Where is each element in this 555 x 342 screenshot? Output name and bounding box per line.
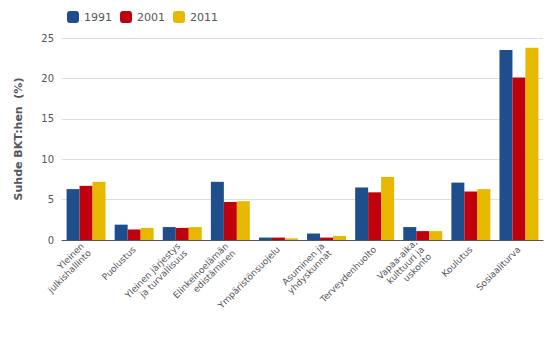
svg-text:2001: 2001 bbox=[137, 11, 165, 24]
svg-text:0: 0 bbox=[48, 235, 54, 246]
svg-text:20: 20 bbox=[41, 73, 54, 84]
svg-text:kulttuuri ja: kulttuuri ja bbox=[384, 244, 427, 286]
svg-text:1991: 1991 bbox=[84, 11, 112, 24]
svg-text:julkishallinto: julkishallinto bbox=[45, 248, 93, 296]
svg-text:Elinkeinoelämän: Elinkeinoelämän bbox=[171, 240, 231, 301]
svg-text:Asuminen ja: Asuminen ja bbox=[280, 240, 327, 288]
svg-text:Sosiaaliturva: Sosiaaliturva bbox=[474, 244, 522, 292]
svg-text:Puolustus: Puolustus bbox=[100, 244, 138, 282]
svg-text:Koulutus: Koulutus bbox=[440, 244, 475, 279]
svg-text:ja turvallisuus: ja turvallisuus bbox=[137, 248, 190, 300]
svg-text:10: 10 bbox=[41, 154, 54, 165]
svg-text:Suhde BKT:hen (%): Suhde BKT:hen (%) bbox=[12, 78, 25, 201]
svg-text:uskonto: uskonto bbox=[401, 252, 433, 284]
svg-text:2011: 2011 bbox=[190, 11, 218, 24]
svg-text:Yleinen järjestys: Yleinen järjestys bbox=[123, 240, 183, 301]
svg-text:25: 25 bbox=[41, 33, 54, 44]
svg-text:15: 15 bbox=[41, 113, 54, 124]
svg-text:Vapaa-aika,: Vapaa-aika, bbox=[375, 237, 420, 282]
svg-text:edistäminen: edistäminen bbox=[191, 248, 237, 294]
svg-text:Yleinen: Yleinen bbox=[55, 240, 87, 272]
svg-text:5: 5 bbox=[48, 194, 54, 205]
svg-text:Terveydenhuolto: Terveydenhuolto bbox=[318, 244, 379, 305]
svg-text:Ympäristönsuojelu: Ympäristönsuojelu bbox=[215, 244, 282, 311]
svg-text:yhdyskunnat: yhdyskunnat bbox=[285, 248, 334, 296]
